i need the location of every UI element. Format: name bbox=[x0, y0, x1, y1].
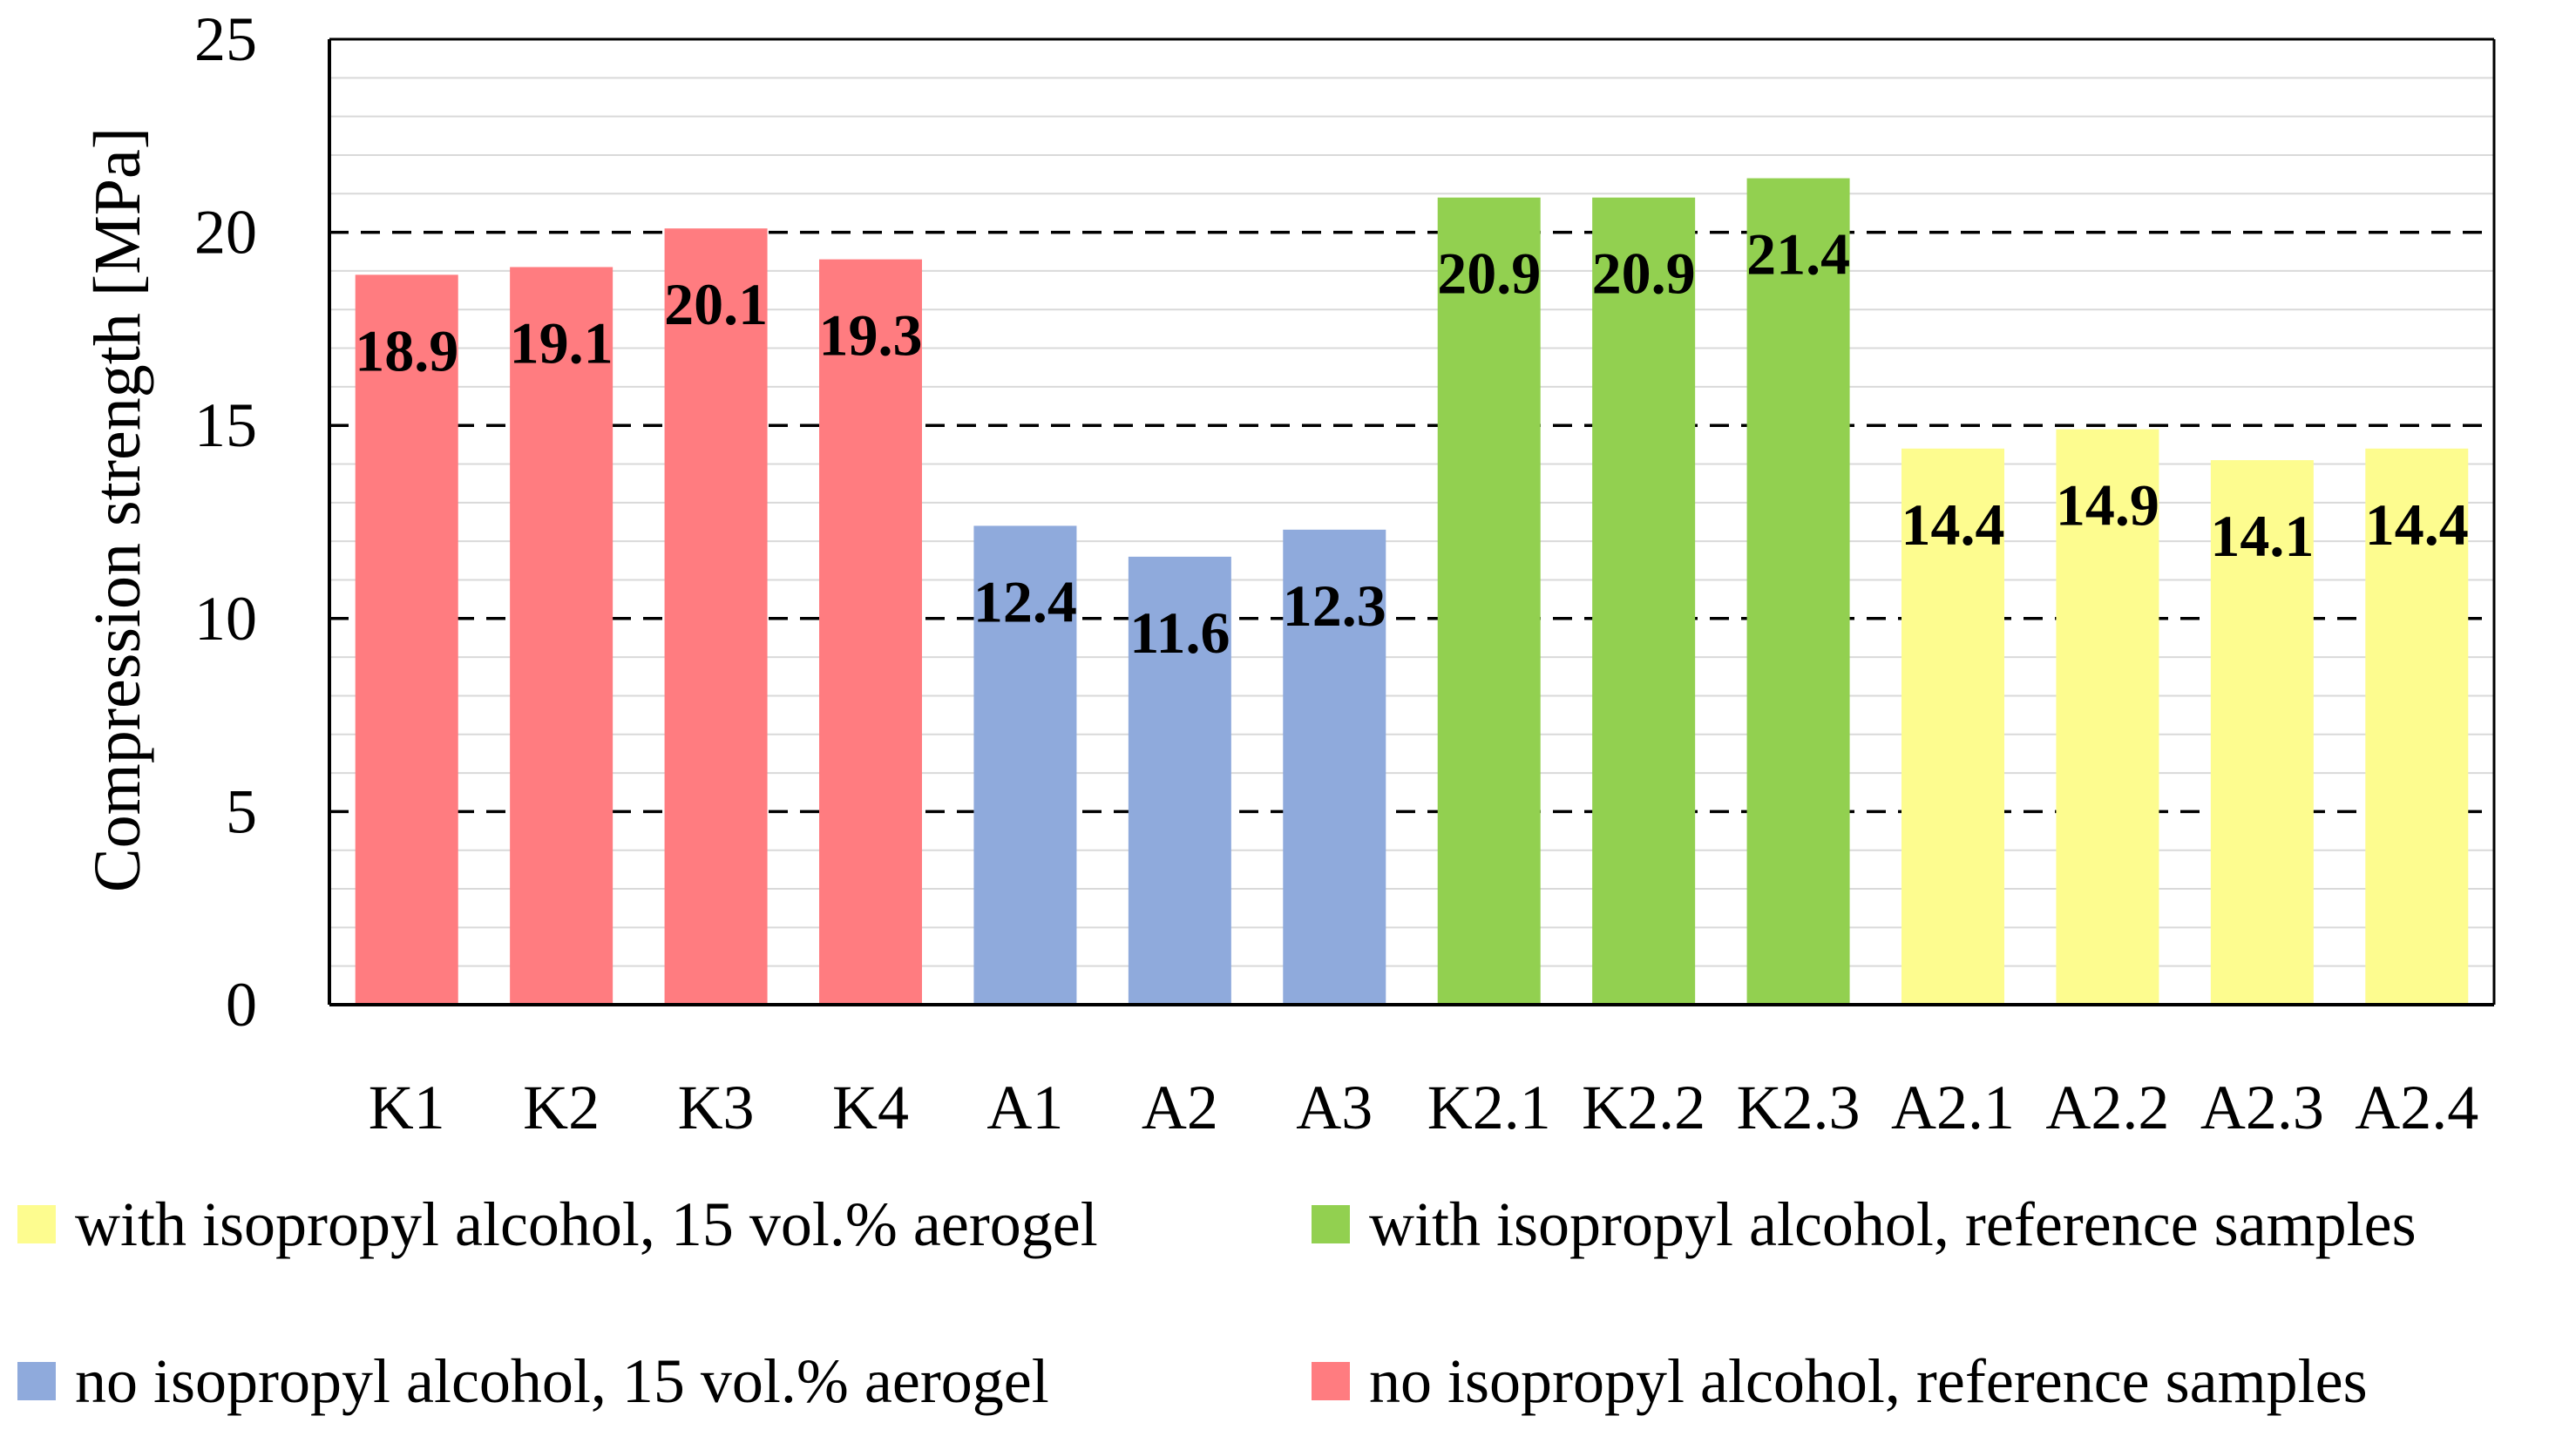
x-tick-label: A2.1 bbox=[1891, 1073, 2015, 1142]
y-tick-label: 15 bbox=[194, 390, 257, 460]
y-tick-label: 25 bbox=[194, 4, 257, 74]
legend-label: no isopropyl alcohol, 15 vol.% aerogel bbox=[75, 1346, 1049, 1416]
bar bbox=[2365, 448, 2469, 1005]
data-label: 19.3 bbox=[819, 302, 923, 369]
x-tick-label: K1 bbox=[369, 1073, 445, 1142]
x-tick-label: A2.3 bbox=[2200, 1073, 2324, 1142]
data-label: 12.3 bbox=[1283, 572, 1386, 639]
minor-gridlines bbox=[329, 77, 2494, 967]
bar bbox=[1283, 529, 1386, 1005]
legend-label: with isopropyl alcohol, reference sample… bbox=[1369, 1189, 2417, 1259]
data-label: 14.9 bbox=[2056, 472, 2159, 539]
bar bbox=[2210, 460, 2314, 1005]
legend-swatch bbox=[17, 1205, 56, 1243]
data-label: 11.6 bbox=[1129, 600, 1230, 666]
legend-swatch bbox=[1312, 1205, 1350, 1243]
data-label: 14.4 bbox=[1901, 491, 2005, 558]
bar bbox=[819, 259, 922, 1005]
bar bbox=[664, 228, 768, 1006]
x-tick-label: A2 bbox=[1142, 1073, 1218, 1142]
major-gridlines bbox=[329, 230, 2494, 814]
data-label: 18.9 bbox=[355, 317, 458, 383]
bar bbox=[1592, 197, 1696, 1005]
legend-label: no isopropyl alcohol, reference samples bbox=[1369, 1346, 2368, 1416]
x-tick-label: K4 bbox=[832, 1073, 909, 1142]
y-tick-label: 10 bbox=[194, 584, 257, 654]
x-tick-label: K3 bbox=[678, 1073, 755, 1142]
y-tick-label: 0 bbox=[226, 970, 257, 1040]
bars bbox=[355, 178, 2469, 1006]
data-label: 20.9 bbox=[1437, 240, 1541, 307]
bar bbox=[1746, 178, 1850, 1005]
data-label: 19.1 bbox=[510, 309, 613, 376]
data-label: 20.1 bbox=[664, 271, 768, 337]
x-tick-label: A1 bbox=[986, 1073, 1063, 1142]
bar bbox=[510, 267, 613, 1005]
x-tick-label: K2 bbox=[523, 1073, 600, 1142]
bar bbox=[1128, 556, 1231, 1005]
y-tick-label: 20 bbox=[194, 198, 257, 268]
y-axis-label: Compression strength [MPa] bbox=[81, 127, 154, 892]
data-label: 14.4 bbox=[2365, 491, 2469, 558]
bar bbox=[1901, 448, 2004, 1005]
y-tick-labels: 0 5 10 15 20 25 bbox=[194, 4, 257, 1040]
x-tick-label: K2.1 bbox=[1427, 1073, 1551, 1142]
legend-swatch bbox=[17, 1362, 56, 1400]
x-tick-labels: K1 K2 K3 K4 A1 A2 A3 K2.1 K2.2 K2.3 A2.1 A2.2 A2.3 A2… bbox=[369, 1073, 2479, 1142]
x-tick-label: A3 bbox=[1296, 1073, 1373, 1142]
legend: with isopropyl alcohol, 15 vol.% aerogel… bbox=[17, 1189, 2417, 1416]
bar bbox=[355, 274, 458, 1005]
x-tick-label: A2.4 bbox=[2355, 1073, 2478, 1142]
data-label: 21.4 bbox=[1746, 221, 1850, 288]
data-label: 14.1 bbox=[2210, 503, 2314, 569]
data-labels: 18.9 19.1 20.1 19.3 12.4 11.6 12.3 20.9 20.9 21.4… bbox=[355, 221, 2469, 666]
y-tick-label: 5 bbox=[226, 776, 257, 846]
legend-swatch bbox=[1312, 1362, 1350, 1400]
x-tick-label: K2.2 bbox=[1582, 1073, 1705, 1142]
bar bbox=[1437, 197, 1541, 1005]
x-tick-label: A2.2 bbox=[2045, 1073, 2169, 1142]
bar bbox=[973, 525, 1077, 1005]
x-tick-label: K2.3 bbox=[1737, 1073, 1861, 1142]
data-label: 12.4 bbox=[973, 568, 1077, 634]
legend-label: with isopropyl alcohol, 15 vol.% aerogel bbox=[75, 1189, 1098, 1259]
axes bbox=[328, 37, 2496, 1006]
data-label: 20.9 bbox=[1592, 240, 1696, 307]
bar bbox=[2056, 429, 2159, 1006]
